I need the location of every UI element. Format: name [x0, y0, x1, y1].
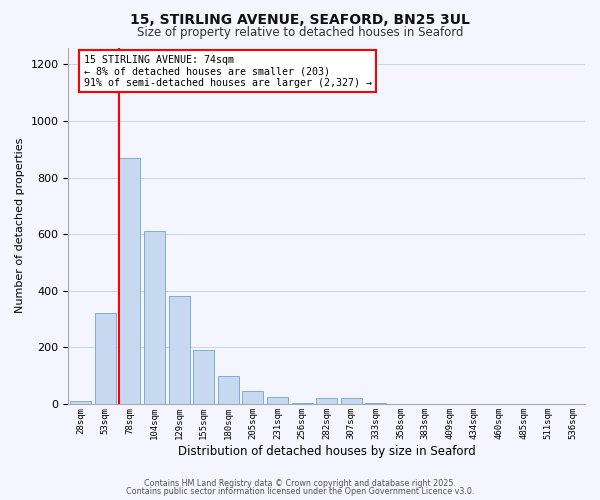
Bar — [144, 232, 165, 404]
X-axis label: Distribution of detached houses by size in Seaford: Distribution of detached houses by size … — [178, 444, 476, 458]
Text: 15, STIRLING AVENUE, SEAFORD, BN25 3UL: 15, STIRLING AVENUE, SEAFORD, BN25 3UL — [130, 12, 470, 26]
Text: Contains HM Land Registry data © Crown copyright and database right 2025.: Contains HM Land Registry data © Crown c… — [144, 478, 456, 488]
Text: Size of property relative to detached houses in Seaford: Size of property relative to detached ho… — [137, 26, 463, 39]
Bar — [267, 397, 288, 404]
Bar — [169, 296, 190, 404]
Bar — [95, 314, 116, 404]
Bar — [193, 350, 214, 404]
Bar — [341, 398, 362, 404]
Text: Contains public sector information licensed under the Open Government Licence v3: Contains public sector information licen… — [126, 487, 474, 496]
Bar — [242, 391, 263, 404]
Bar — [70, 401, 91, 404]
Y-axis label: Number of detached properties: Number of detached properties — [15, 138, 25, 314]
Text: 15 STIRLING AVENUE: 74sqm
← 8% of detached houses are smaller (203)
91% of semi-: 15 STIRLING AVENUE: 74sqm ← 8% of detach… — [84, 54, 372, 88]
Bar — [292, 402, 313, 404]
Bar — [218, 376, 239, 404]
Bar — [119, 158, 140, 404]
Bar — [316, 398, 337, 404]
